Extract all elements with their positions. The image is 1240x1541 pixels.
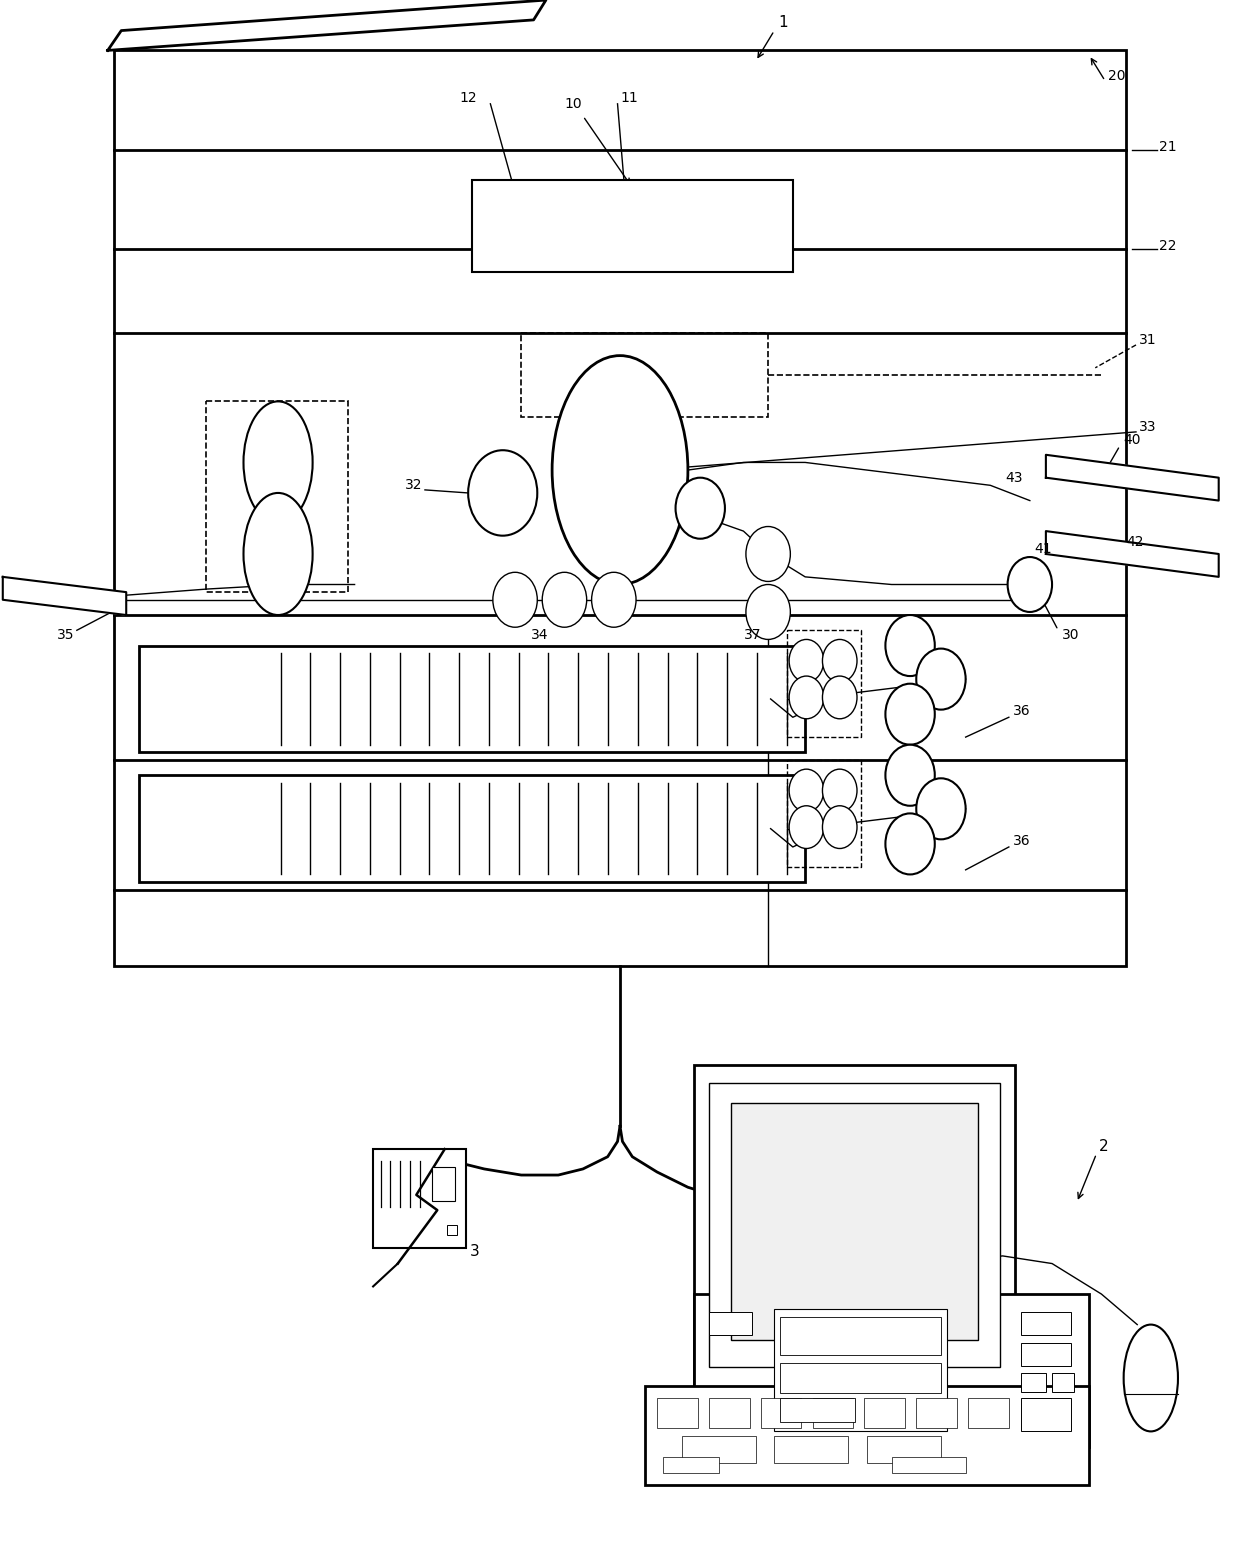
Text: 32: 32 bbox=[405, 478, 423, 492]
Circle shape bbox=[789, 640, 823, 683]
Circle shape bbox=[822, 640, 857, 683]
Bar bbox=[916, 1398, 957, 1429]
Text: 3: 3 bbox=[470, 1244, 479, 1259]
Bar bbox=[433, 1168, 455, 1200]
Text: 1: 1 bbox=[777, 15, 787, 31]
Circle shape bbox=[746, 527, 790, 581]
Bar bbox=[207, 401, 348, 592]
Ellipse shape bbox=[552, 356, 688, 584]
Bar bbox=[709, 1313, 753, 1335]
Bar bbox=[812, 1398, 853, 1429]
Bar bbox=[732, 1103, 978, 1339]
Bar bbox=[1022, 1313, 1070, 1335]
Bar bbox=[663, 1458, 719, 1473]
Text: 10: 10 bbox=[564, 97, 582, 111]
Text: 31: 31 bbox=[1138, 333, 1156, 347]
Bar bbox=[1022, 1373, 1045, 1392]
Circle shape bbox=[469, 450, 537, 536]
Ellipse shape bbox=[243, 493, 312, 615]
Ellipse shape bbox=[1123, 1325, 1178, 1432]
Text: 35: 35 bbox=[57, 627, 74, 643]
Polygon shape bbox=[108, 0, 546, 51]
Bar bbox=[139, 775, 805, 881]
Bar bbox=[709, 1083, 1001, 1367]
Bar bbox=[760, 1398, 801, 1429]
Text: 20: 20 bbox=[1107, 69, 1125, 83]
Polygon shape bbox=[1045, 532, 1219, 576]
Text: 43: 43 bbox=[1006, 470, 1023, 485]
Text: 2: 2 bbox=[1099, 1139, 1109, 1154]
Text: 36: 36 bbox=[1013, 704, 1030, 718]
Circle shape bbox=[789, 676, 823, 718]
Circle shape bbox=[1008, 556, 1052, 612]
Circle shape bbox=[746, 584, 790, 640]
Bar bbox=[448, 1225, 458, 1234]
Bar bbox=[682, 1436, 756, 1464]
Text: 34: 34 bbox=[531, 627, 548, 643]
Bar bbox=[780, 1362, 941, 1393]
Bar bbox=[1022, 1342, 1070, 1365]
Bar bbox=[786, 760, 861, 866]
Bar bbox=[657, 1398, 698, 1429]
Text: 22: 22 bbox=[1159, 239, 1177, 253]
Circle shape bbox=[789, 806, 823, 849]
Circle shape bbox=[822, 769, 857, 812]
Bar bbox=[786, 630, 861, 737]
Circle shape bbox=[676, 478, 725, 539]
Bar bbox=[968, 1398, 1009, 1429]
Circle shape bbox=[885, 814, 935, 874]
Bar bbox=[645, 1385, 1089, 1486]
Bar bbox=[114, 51, 1126, 966]
Bar bbox=[694, 1294, 1089, 1447]
Bar bbox=[709, 1398, 750, 1429]
Bar bbox=[892, 1458, 966, 1473]
Bar bbox=[867, 1436, 941, 1464]
Bar bbox=[694, 1065, 1016, 1385]
Circle shape bbox=[591, 572, 636, 627]
Bar bbox=[774, 1436, 848, 1464]
Bar bbox=[780, 1398, 854, 1422]
Circle shape bbox=[885, 684, 935, 744]
Text: 42: 42 bbox=[1126, 535, 1143, 549]
Polygon shape bbox=[2, 576, 126, 615]
Circle shape bbox=[822, 806, 857, 849]
Text: 40: 40 bbox=[1123, 433, 1141, 447]
Circle shape bbox=[916, 649, 966, 709]
Bar bbox=[1022, 1398, 1070, 1432]
Circle shape bbox=[822, 676, 857, 718]
Text: 30: 30 bbox=[1061, 627, 1080, 643]
Text: 12: 12 bbox=[460, 91, 477, 105]
Ellipse shape bbox=[243, 401, 312, 524]
Circle shape bbox=[542, 572, 587, 627]
Text: 33: 33 bbox=[1138, 421, 1156, 435]
Text: 36: 36 bbox=[1013, 834, 1030, 848]
Bar bbox=[1052, 1373, 1074, 1392]
Bar bbox=[864, 1398, 905, 1429]
Text: 11: 11 bbox=[620, 91, 637, 105]
Text: 37: 37 bbox=[744, 627, 761, 643]
Bar bbox=[139, 646, 805, 752]
Bar bbox=[373, 1150, 466, 1248]
Circle shape bbox=[916, 778, 966, 840]
Circle shape bbox=[492, 572, 537, 627]
Circle shape bbox=[885, 744, 935, 806]
Text: 21: 21 bbox=[1159, 140, 1177, 154]
Text: 41: 41 bbox=[1034, 542, 1053, 556]
Bar bbox=[842, 1355, 867, 1370]
Bar bbox=[521, 333, 768, 416]
Bar bbox=[780, 1318, 941, 1355]
Circle shape bbox=[789, 769, 823, 812]
Bar bbox=[774, 1310, 947, 1432]
Circle shape bbox=[885, 615, 935, 676]
Polygon shape bbox=[1045, 455, 1219, 501]
Bar bbox=[472, 180, 792, 271]
